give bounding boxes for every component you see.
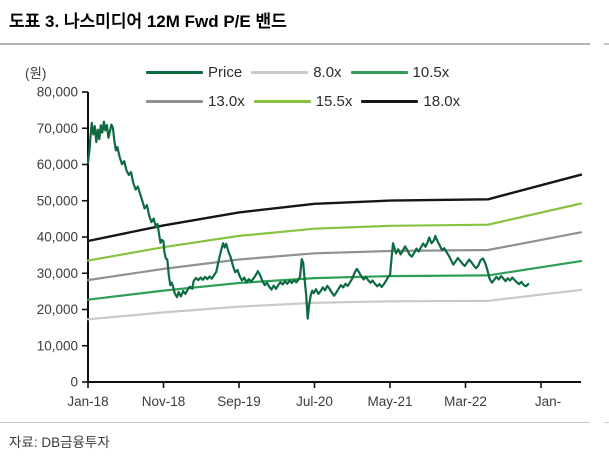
legend-item-price: Price xyxy=(146,65,242,80)
x-tick-label: Jul-20 xyxy=(296,394,333,409)
legend-label-13x: 13.0x xyxy=(208,93,245,110)
series-line-price xyxy=(86,120,530,320)
legend-label-10-5x: 10.5x xyxy=(412,64,450,81)
x-tick-label: May-21 xyxy=(367,394,412,409)
chart-title: 도표 3. 나스미디어 12M Fwd P/E 밴드 xyxy=(9,12,287,31)
y-tick-label: 70,000 xyxy=(37,121,78,136)
chart-legend: Price 8.0x 10.5x 13.0x 15.5x 18.0x xyxy=(146,65,460,109)
footer-divider xyxy=(0,422,590,423)
legend-item-13x: 13.0x xyxy=(146,94,245,109)
source-note: 자료: DB금융투자 xyxy=(9,435,110,450)
legend-label-8x: 8.0x xyxy=(313,64,342,81)
legend-item-10-5x: 10.5x xyxy=(350,64,450,81)
legend-item-8x: 8.0x xyxy=(251,64,342,81)
x-tick-label: Sep-19 xyxy=(217,394,261,409)
y-tick-label: 30,000 xyxy=(37,266,78,281)
band-10-5x-swatch xyxy=(350,71,408,74)
legend-label-18x: 18.0x xyxy=(423,93,461,110)
y-tick-label: 50,000 xyxy=(37,193,78,208)
series-line-8-0x xyxy=(86,288,583,321)
legend-label-15-5x: 15.5x xyxy=(315,93,353,110)
y-tick-label: 40,000 xyxy=(37,230,78,245)
price-line-swatch xyxy=(146,71,203,74)
band-18x-swatch xyxy=(361,100,419,103)
legend-row-1: Price 8.0x 10.5x xyxy=(146,65,460,80)
legend-row-2: 13.0x 15.5x 18.0x xyxy=(146,94,460,109)
y-tick-label: 20,000 xyxy=(37,302,78,317)
y-tick-label: 10,000 xyxy=(37,338,78,353)
adjacent-column-divider-fragment-bottom xyxy=(604,422,609,423)
y-tick-label: 0 xyxy=(70,375,78,390)
title-divider xyxy=(0,43,590,45)
series-line-13-0x xyxy=(86,231,583,282)
series-line-18-0x xyxy=(86,173,583,243)
x-tick-label: Mar-22 xyxy=(444,394,487,409)
legend-label-price: Price xyxy=(208,64,243,81)
band-8x-swatch xyxy=(251,71,309,74)
legend-item-15-5x: 15.5x xyxy=(253,93,353,110)
x-tick-label: Nov-18 xyxy=(142,394,186,409)
adjacent-column-divider-fragment-top xyxy=(604,43,609,45)
band-13x-swatch xyxy=(146,100,203,103)
legend-item-18x: 18.0x xyxy=(361,94,460,109)
y-axis-unit-label: (원) xyxy=(25,66,47,81)
y-tick-label: 80,000 xyxy=(37,85,78,100)
band-15-5x-swatch xyxy=(253,100,311,103)
x-tick-label: Jan-18 xyxy=(67,394,108,409)
y-tick-label: 60,000 xyxy=(37,157,78,172)
x-tick-label: Jan- xyxy=(535,394,561,409)
